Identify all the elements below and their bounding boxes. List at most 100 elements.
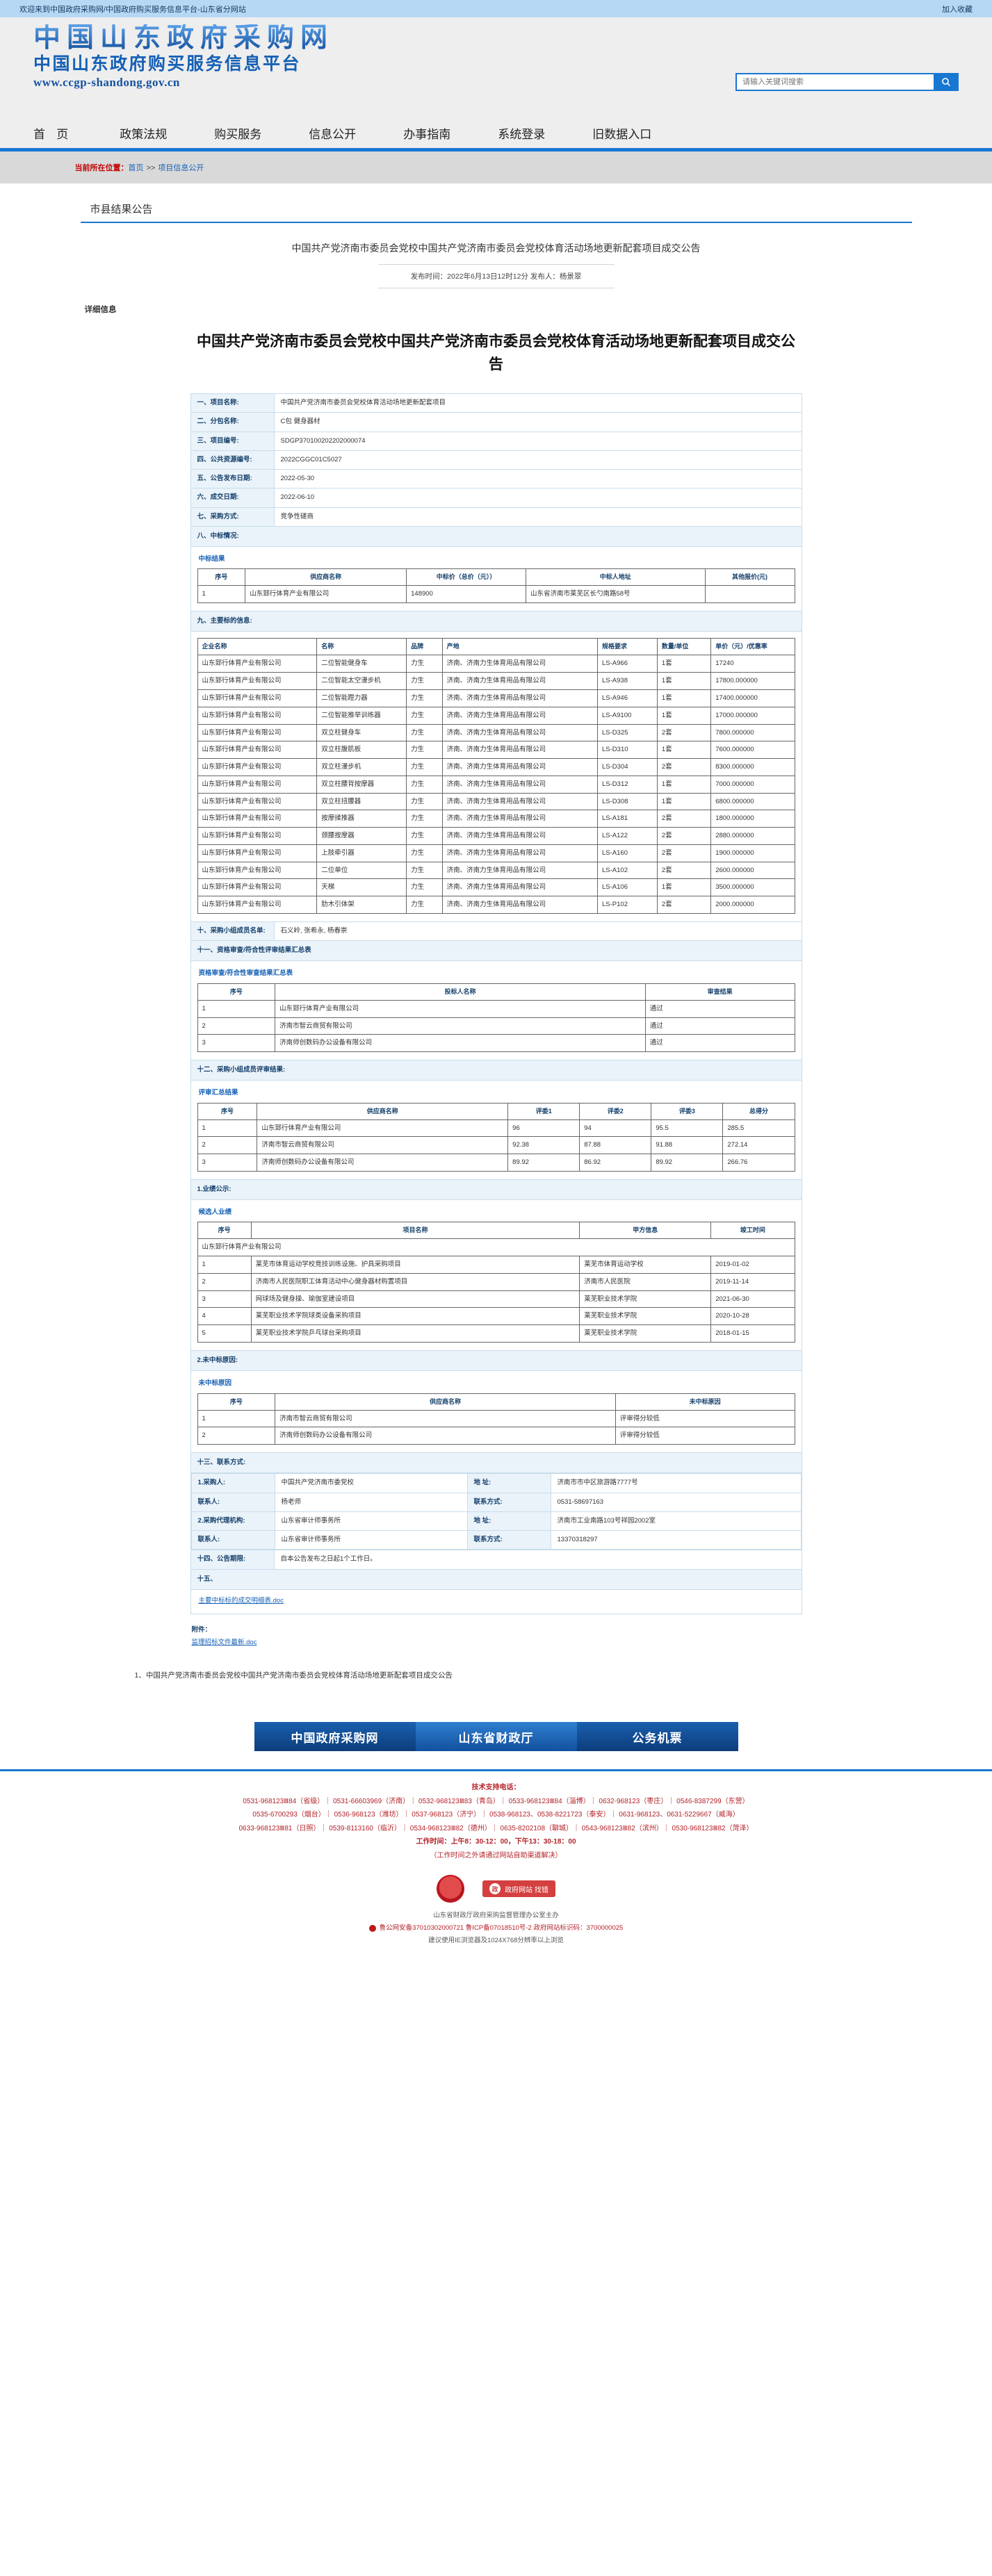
cell-origin: 济南、济南力生体育用品有限公司 [441,775,599,794]
banner-ccgp[interactable]: 中国政府采购网 [254,1722,416,1752]
contact-key: 地 址: [466,1473,551,1493]
section-header-row: 十三、联系方式: [190,1452,802,1474]
section10-key: 十、采购小组成员名单: [190,921,275,942]
contact-row: 1.采购人: 中国共产党济南市委党校地 址: 济南市市中区旅游路7777号 [190,1473,802,1493]
cell-unitprice: 17240 [710,655,795,673]
table-row: 六、成交日期: 2022-06-10 [190,488,802,508]
badge-dot-icon: 政 [489,1883,501,1895]
cell-spec: LS-D304 [597,758,658,776]
cell-total: 272.14 [722,1136,795,1155]
cell-unitprice: 17000.000000 [710,706,795,725]
breadcrumb-current[interactable]: 项目信息公开 [158,164,204,172]
search-input[interactable] [735,73,934,91]
table-row: 4 莱芜职业技术学院球类设备采购项目 莱芜职业技术学院 2020-10-28 [197,1307,795,1326]
col-bidder: 投标人名称 [275,983,646,1001]
table-row: 山东郅行体育产业有限公司 双立柱漫步机 力生 济南、济南力生体育用品有限公司 LS-D3… [197,758,795,776]
cell-address: 山东省济南市莱芜区长勺南路58号 [525,585,706,604]
cell-qty: 2套 [656,827,712,845]
cell-project: 莱芜市体育运动学校竞技训练设施、护具采购项目 [250,1256,580,1274]
cell-total: 285.5 [722,1119,795,1138]
contact-key: 联系人: [190,1530,275,1550]
cell-name: 双立柱健身车 [316,723,407,742]
cell-supplier: 济南市智云商贸有限公司 [257,1136,509,1155]
search-box[interactable] [735,73,959,91]
section12-subtitle: 评审汇总结果 [198,1089,238,1097]
section-header-row: 十五、 [190,1568,802,1590]
col-origin: 产地 [441,638,599,656]
cell-name: 二位单位 [316,861,407,880]
banner-shandong[interactable]: 山东省财政厅 [415,1722,577,1752]
contact-key: 1.采购人: [190,1473,275,1493]
col-name: 名称 [316,638,407,656]
cell-judge1: 92.38 [507,1136,580,1155]
info-value: 2022-05-30 [273,469,802,489]
cell-company: 山东郅行体育产业有限公司 [197,827,318,845]
cell-judge3: 89.92 [651,1154,724,1172]
cell-brand: 力生 [406,741,443,760]
attachment-label: 附件： [191,1626,212,1634]
announcement-table: 一、项目名称: 中国共产党济南市委员会党校体育活动场地更新配套项目 二、分包名称:… [190,393,802,1615]
cell-spec: LS-A181 [597,810,658,828]
cell-finish: 2020-10-28 [710,1307,795,1326]
info-value: 竞争性磋商 [273,507,802,527]
col-spec: 规格要求 [597,638,658,656]
gov-website-badge[interactable]: 政 政府网站 找错 [482,1880,555,1898]
section-header-row: 2.未中标原因: [190,1350,802,1372]
table-row: 山东郅行体育产业有限公司 双立柱健身车 力生 济南、济南力生体育用品有限公司 LS-D3… [197,723,795,742]
cell-spec: LS-D325 [597,723,658,742]
attachment-file-link[interactable]: 监理招标文件最新.doc [191,1639,257,1647]
nav-item-policy[interactable]: 政策法规 [120,128,168,141]
section14-key: 十四、公告期限: [190,1550,275,1570]
cell-supplier: 山东郅行体育产业有限公司 [245,585,407,604]
work-hours: 工作时间：上午8：30-12：00，下午13：30-18：00 [416,1838,576,1846]
cell-name: 颈腰按摩器 [316,827,407,845]
col-judge3: 评委3 [651,1102,724,1120]
info-rows-body: 一、项目名称: 中国共产党济南市委员会党校体育活动场地更新配套项目 二、分包名称:… [190,393,802,1615]
nav-item-home[interactable]: 首 页 [33,128,73,141]
breadcrumb-separator: >> [146,164,156,172]
site-logo[interactable]: 中国山东政府采购网 中国山东政府购买服务信息平台 www.ccgp-shando… [33,24,334,88]
cell-spec: LS-A9100 [597,706,658,725]
cell-company: 山东郅行体育产业有限公司 [197,655,318,673]
nav-item-olddata[interactable]: 旧数据入口 [592,128,652,141]
contact-value: 13370318297 [550,1530,802,1550]
col-index: 序号 [197,1222,252,1240]
cell-spec: LS-D308 [597,792,658,811]
info-key: 六、成交日期: [190,488,275,508]
section8-host-row: 中标结果 序号 供应商名称 中标价（总价（元）） 中标人地址 其他报价(元) 1… [190,546,802,612]
announcement-title: 中国共产党济南市委员会党校中国共产党济南市委员会党校体育活动场地更新配套项目成交… [197,333,795,372]
footer-seals: 政 政府网站 找错 [0,1867,992,1907]
col-supplier: 供应商名称 [275,1393,616,1411]
col-index: 序号 [197,568,246,586]
section-header-row: 八、中标情况: [190,525,802,548]
cell-otherbid [704,585,795,604]
nav-item-guide[interactable]: 办事指南 [403,128,451,141]
nav-item-disclosure[interactable]: 信息公开 [309,128,357,141]
cell-qty: 2套 [656,861,712,880]
add-favorite-link[interactable]: 加入收藏 [942,5,973,14]
table-row: 1 山东郅行体育产业有限公司 通过 [197,999,795,1018]
cell-client: 莱芜市体育运动学校 [579,1256,712,1274]
cell-brand: 力生 [406,827,443,845]
cell-brand: 力生 [406,844,443,862]
info-key: 一、项目名称: [190,393,275,413]
cell-company: 山东郅行体育产业有限公司 [197,723,318,742]
breadcrumb-home[interactable]: 首页 [128,164,144,172]
detail-doc-link[interactable]: 主要中标标的成交明细表.doc [198,1596,284,1605]
partner-banners: 中国政府采购网 山东省财政厅 公务机票 [0,1701,992,1770]
section10-value: 石义岭, 张希永, 杨春崇 [273,921,802,942]
main-nav[interactable]: 首 页 政策法规 购买服务 信息公开 办事指南 系统登录 旧数据入口 [0,118,992,151]
nav-item-service[interactable]: 购买服务 [214,128,262,141]
table-row: 三、项目编号: SDGP370100202202000074 [190,431,802,451]
breadcrumb-label: 当前所在位置 [74,164,121,172]
cell-name: 二位智能太空漫步机 [316,672,407,690]
table-header-row: 序号 供应商名称 评委1 评委2 评委3 总得分 [197,1102,795,1120]
nav-item-login[interactable]: 系统登录 [498,128,546,141]
banner-airticket[interactable]: 公务机票 [576,1722,738,1752]
cell-index: 3 [197,1154,258,1172]
col-judge1: 评委1 [507,1102,580,1120]
table-row: 山东郅行体育产业有限公司 上肢牵引器 力生 济南、济南力生体育用品有限公司 LS-A16… [197,844,795,862]
col-index: 序号 [197,1393,276,1411]
search-button[interactable] [934,73,959,91]
score-table-body: 1 山东郅行体育产业有限公司 96 94 95.5 285.5 2 济南市智云商贸有限公司 92… [197,1119,795,1172]
